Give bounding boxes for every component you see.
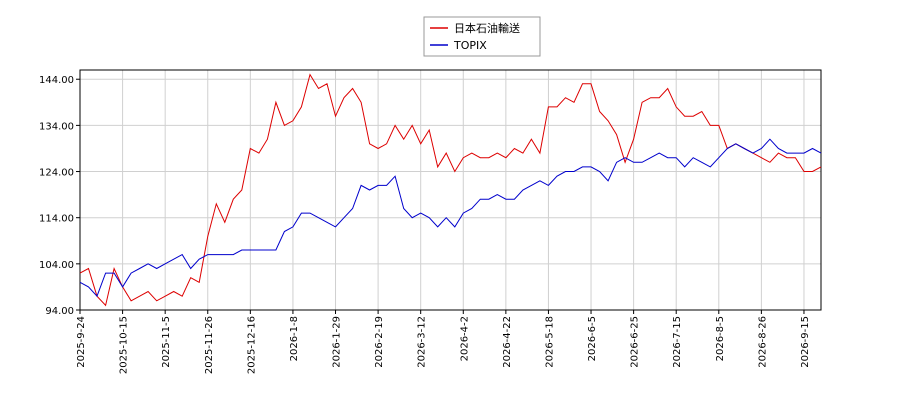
x-tick-label: 2025-11-26 [204, 316, 215, 374]
x-tick-label: 2026-6-25 [630, 316, 641, 368]
x-tick-label: 2026-3-12 [417, 316, 428, 368]
x-tick-label: 2026-2-19 [374, 316, 385, 368]
y-tick-label: 144.00 [39, 75, 74, 86]
x-tick-label: 2025-10-15 [119, 316, 130, 374]
y-tick-label: 114.00 [39, 214, 74, 225]
legend-label: TOPIX [453, 39, 487, 52]
x-tick-label: 2026-4-2 [459, 316, 470, 361]
x-tick-label: 2026-1-8 [289, 316, 300, 361]
series-line [79, 73, 822, 307]
y-tick-label: 134.00 [39, 121, 74, 132]
y-tick-label: 104.00 [39, 260, 74, 271]
x-tick-label: 2025-9-24 [76, 316, 87, 368]
x-tick-label: 2026-7-15 [672, 316, 683, 368]
x-tick-label: 2025-12-16 [246, 316, 257, 374]
x-tick-label: 2026-8-26 [757, 316, 768, 368]
series-line [79, 138, 822, 298]
legend-label: 日本石油輸送 [454, 21, 520, 35]
x-tick-label: 2026-5-18 [544, 316, 555, 368]
x-tick-label: 2026-4-22 [502, 316, 513, 368]
x-tick-label: 2026-1-29 [332, 316, 343, 368]
legend-box [423, 16, 541, 57]
x-tick-label: 2026-9-15 [800, 316, 811, 368]
x-tick-label: 2025-11-5 [161, 316, 172, 368]
x-tick-label: 2026-6-5 [587, 316, 598, 361]
plot-frame [79, 69, 822, 311]
x-tick-label: 2026-8-5 [715, 316, 726, 361]
y-tick-label: 94.00 [45, 306, 74, 317]
y-tick-label: 124.00 [39, 168, 74, 179]
